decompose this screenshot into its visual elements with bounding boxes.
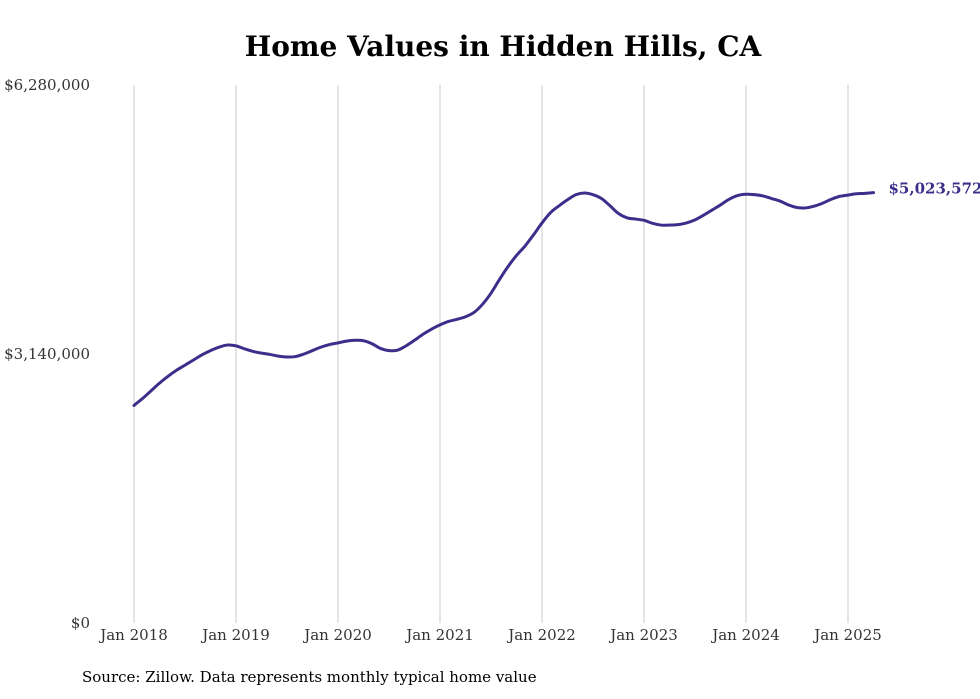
y-tick-label: $6,280,000 — [4, 76, 90, 94]
x-axis-ticks: Jan 2018 Jan 2019 Jan 2020 Jan 2021 Jan 2022… — [98, 626, 882, 644]
y-tick-label: $3,140,000 — [4, 345, 90, 363]
series-line — [132, 191, 875, 407]
gridlines — [133, 85, 849, 623]
source-note: Source: Zillow. Data represents monthly … — [82, 668, 537, 686]
chart-title: Home Values in Hidden Hills, CA — [244, 30, 762, 63]
x-tick-label: Jan 2021 — [404, 626, 474, 644]
x-tick-label: Jan 2023 — [608, 626, 678, 644]
series-layer: $5,023,572 — [132, 180, 980, 407]
x-tick-label: Jan 2019 — [200, 626, 270, 644]
x-tick-label: Jan 2025 — [812, 626, 882, 644]
y-axis-ticks: $0 $3,140,000 $6,280,000 — [4, 76, 90, 632]
x-tick-label: Jan 2022 — [506, 626, 576, 644]
y-tick-label: $0 — [71, 614, 90, 632]
x-tick-label: Jan 2018 — [98, 626, 168, 644]
x-tick-label: Jan 2020 — [302, 626, 372, 644]
x-tick-label: Jan 2024 — [710, 626, 780, 644]
end-value-label: $5,023,572 — [889, 180, 980, 198]
